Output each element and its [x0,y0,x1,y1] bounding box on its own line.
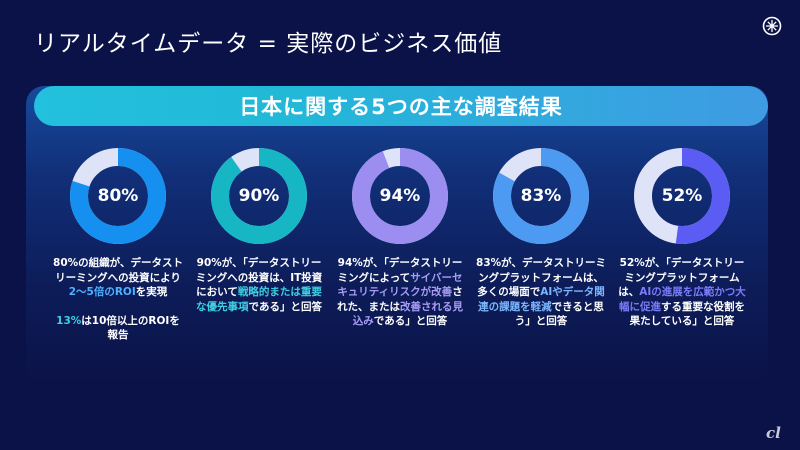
stat-description-4: 83%が、データストリーミングプラットフォームは、多くの場面でAIやデータ関連の… [474,256,608,329]
stat-percent-2: 90% [238,186,280,206]
stat-percent-5: 52% [661,186,703,206]
stat-card-3: 94% 94%が、「データストリーミングによってサイバーセキュリティリスクが改善… [333,146,467,329]
stat-text-after-5: する重要な役割を果たしている」と回答 [629,300,745,328]
cnet-japan-watermark: cl [766,424,781,442]
stat-percent-3: 94% [379,186,421,206]
donut-chart-5: 52% [632,146,732,246]
stat-text-after-2: である」と回答 [248,300,322,313]
stat-highlight-1: 2〜5倍のROI [68,286,136,298]
stat-highlight-2: 戦略的または重要な優先事項 [196,286,322,313]
donut-ring-1 [70,148,166,244]
donut-chart-4: 83% [491,146,591,246]
donut-chart-1: 80% [68,146,168,246]
slide-title: リアルタイムデータ = 実際のビジネス価値 [34,31,503,57]
stat-percent-4: 83% [520,186,562,206]
donut-chart-2: 90% [209,146,309,246]
stat-card-2: 90% 90%が、「データストリーミングへの投資は、IT投資において戦略的または… [192,146,326,314]
stat-extra-highlight-1: 13% [56,314,82,327]
donut-ring-3 [352,148,448,244]
stat-highlight-5: AIの進展を広範かつ大幅に促進 [619,286,746,313]
donut-svg-2 [211,148,307,244]
stat-text-1: 80%の組織が、データストリーミングへの投資により [53,257,183,284]
stat-description-3: 94%が、「データストリーミングによってサイバーセキュリティリスクが改善された、… [333,256,467,329]
donut-svg-1 [70,148,166,244]
stat-highlight2-3: 改善される見込み [352,300,463,328]
donut-ring-5 [634,148,730,244]
stat-text-middle-3: された、または [337,286,463,313]
donut-ring-4 [493,148,589,244]
stat-highlight-3: サイバーセキュリティリスクが改善 [337,271,463,299]
donut-svg-5 [634,148,730,244]
donut-svg-3 [352,148,448,244]
stat-description-1: 80%の組織が、データストリーミングへの投資により 2〜5倍のROIを実現 13%… [51,256,185,343]
stat-card-1: 80% 80%の組織が、データストリーミングへの投資により 2〜5倍のROIを実現… [51,146,185,343]
stat-extra-text-1: は10倍以上のROIを報告 [81,314,180,342]
stat-description-2: 90%が、「データストリーミングへの投資は、IT投資において戦略的または重要な優… [192,256,326,314]
findings-banner: 日本に関する5つの主な調査結果 [34,86,768,126]
confluent-logo-icon [762,16,782,36]
stat-text-4: 83%が、データストリーミングプラットフォームは、多くの場面で [476,257,606,298]
stat-highlight-4: AIやデータ関連の課題を軽減 [478,286,605,313]
stat-text-3: 94%が、「データストリーミングによって [337,257,463,284]
stat-text-2: 90%が、「データストリーミングへの投資は、IT投資において [195,257,323,298]
stat-text-after-4: できると思う」と回答 [514,300,604,328]
stat-card-4: 83% 83%が、データストリーミングプラットフォームは、多くの場面でAIやデー… [474,146,608,329]
donut-svg-4 [493,148,589,244]
stat-percent-1: 80% [97,186,139,206]
banner-title: 日本に関する5つの主な調査結果 [239,95,563,119]
donut-chart-3: 94% [350,146,450,246]
stat-text-5: 52%が、「データストリーミングプラットフォームは、 [618,257,745,298]
stat-card-5: 52% 52%が、「データストリーミングプラットフォームは、AIの進展を広範かつ… [615,146,749,329]
donut-ring-2 [211,148,307,244]
stat-description-5: 52%が、「データストリーミングプラットフォームは、AIの進展を広範かつ大幅に促… [615,256,749,329]
stat-text-after-3: である」と回答 [373,315,448,327]
stat-text-after-1: を実現 [135,286,168,298]
